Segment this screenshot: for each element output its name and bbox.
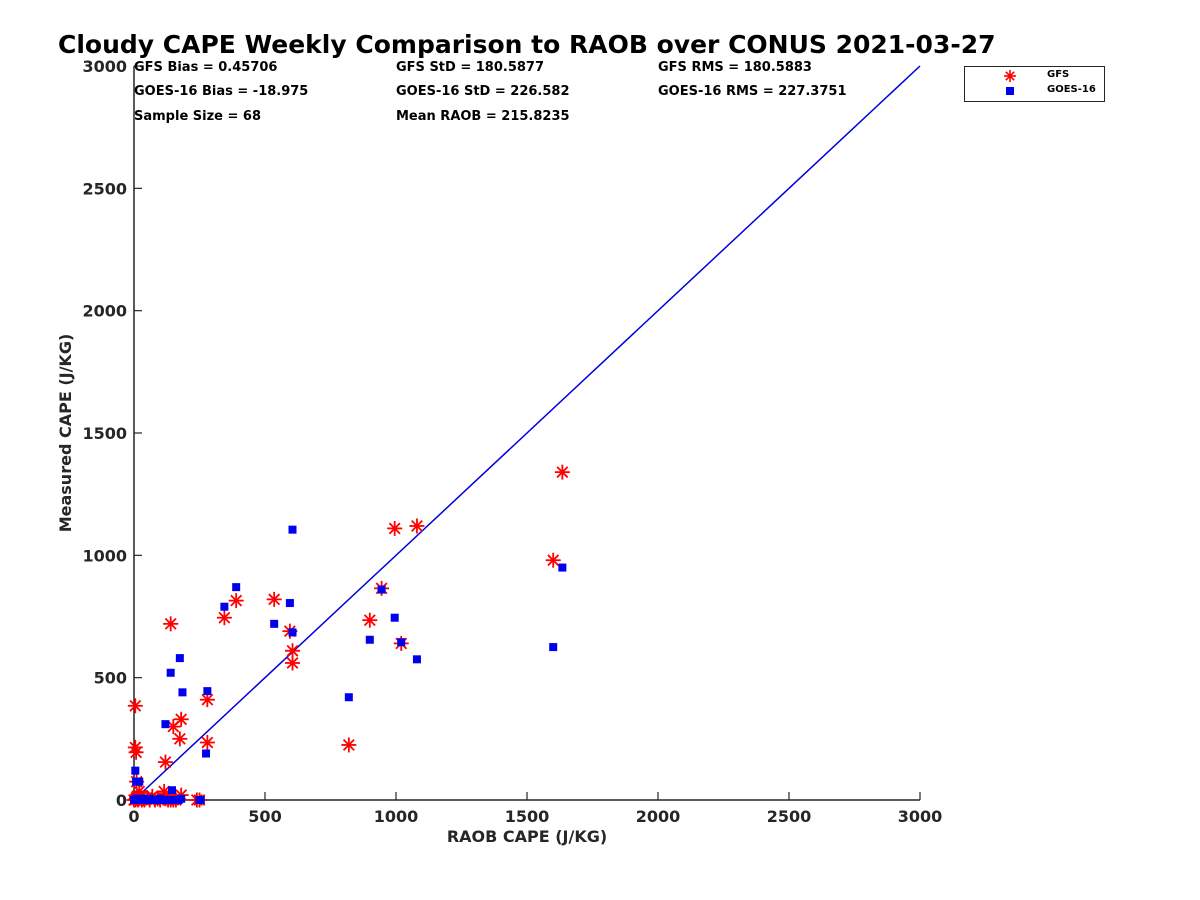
goes-rms-stat: GOES-16 RMS = 227.3751 [658,84,847,99]
goes16-point [167,786,176,795]
goes16-point [549,643,558,652]
y-tick-label: 1500 [82,424,127,443]
goes16-point [365,635,374,644]
gfs-point [387,520,403,536]
goes16-point [288,525,297,534]
goes16-point [158,796,167,804]
one-to-one-line [133,65,921,801]
gfs-point [127,698,143,714]
chart-title: Cloudy CAPE Weekly Comparison to RAOB ov… [58,30,996,59]
legend: GFS GOES-16 [964,66,1105,102]
goes16-point [161,720,170,729]
x-tick-label: 2000 [636,807,681,826]
goes16-point [166,796,175,804]
mean-raob-stat: Mean RAOB = 215.8235 [396,109,570,124]
axes: 0 500 1000 1500 2000 2500 3000 0 500 1000 1500 2000… [82,57,942,826]
goes16-point [285,599,294,608]
y-tick-label: 500 [94,669,127,688]
gfs-point [199,735,215,751]
gfs-point [173,711,189,727]
goes16-point [220,602,229,611]
goes16-point [412,655,421,664]
gfs-point [228,593,244,609]
sample-size-stat: Sample Size = 68 [134,109,262,124]
goes16-point [270,619,279,628]
y-tick-label: 2500 [82,179,127,198]
gfs-point [362,612,378,628]
goes16-point [232,583,241,592]
x-tick-label: 2500 [767,807,812,826]
gfs-point [216,610,232,626]
gfs-bias-stat: GFS Bias = 0.45706 [134,60,278,75]
goes16-point [175,654,184,663]
goes-std-stat: GOES-16 StD = 226.582 [396,84,570,99]
gfs-point [163,616,179,632]
legend-label-gfs: GFS [1047,69,1070,80]
y-tick-label: 0 [116,791,127,810]
gfs-point [409,518,425,534]
reference-line-group [133,65,921,801]
gfs-point [172,731,188,747]
goes16-point [166,668,175,677]
gfs-std-stat: GFS StD = 180.5877 [396,60,545,75]
gfs-point [554,464,570,480]
goes16-point [377,585,386,594]
goes16-point [135,777,144,786]
goes16-point [196,796,205,804]
asterisk-marker-icon [1004,70,1016,82]
x-tick-label: 500 [248,807,281,826]
x-tick-label: 0 [128,807,139,826]
gfs-point [128,744,144,760]
gfs-series [126,464,570,808]
y-tick-label: 3000 [82,57,127,76]
gfs-point [285,643,301,659]
goes16-point [558,563,567,572]
y-axis-label: Measured CAPE (J/KG) [56,334,75,533]
y-tick-label: 2000 [82,302,127,321]
gfs-rms-stat: GFS RMS = 180.5883 [658,60,812,75]
gfs-point [545,552,561,568]
x-tick-label: 1500 [505,807,550,826]
goes16-point [390,613,399,622]
goes16-point [177,794,186,803]
goes-bias-stat: GOES-16 Bias = -18.975 [134,84,309,99]
goes16-point [178,688,187,697]
goes16-point [131,766,140,775]
legend-item-goes16: GOES-16 [965,84,1104,98]
gfs-point [285,655,301,671]
gfs-point [157,754,173,770]
goes16-point [203,687,212,696]
gfs-point [341,737,357,753]
legend-label-goes16: GOES-16 [1047,84,1096,95]
legend-item-gfs: GFS [965,69,1104,83]
x-tick-label: 3000 [898,807,943,826]
x-axis-label: RAOB CAPE (J/KG) [447,827,607,846]
gfs-point [266,591,282,607]
goes16-point [202,749,211,758]
x-tick-label: 1000 [374,807,419,826]
goes16-point [344,693,353,702]
goes16-point [288,628,297,637]
square-marker-icon [1006,87,1014,95]
y-tick-label: 1000 [82,546,127,565]
goes16-series [130,525,567,804]
goes16-point [397,638,406,647]
